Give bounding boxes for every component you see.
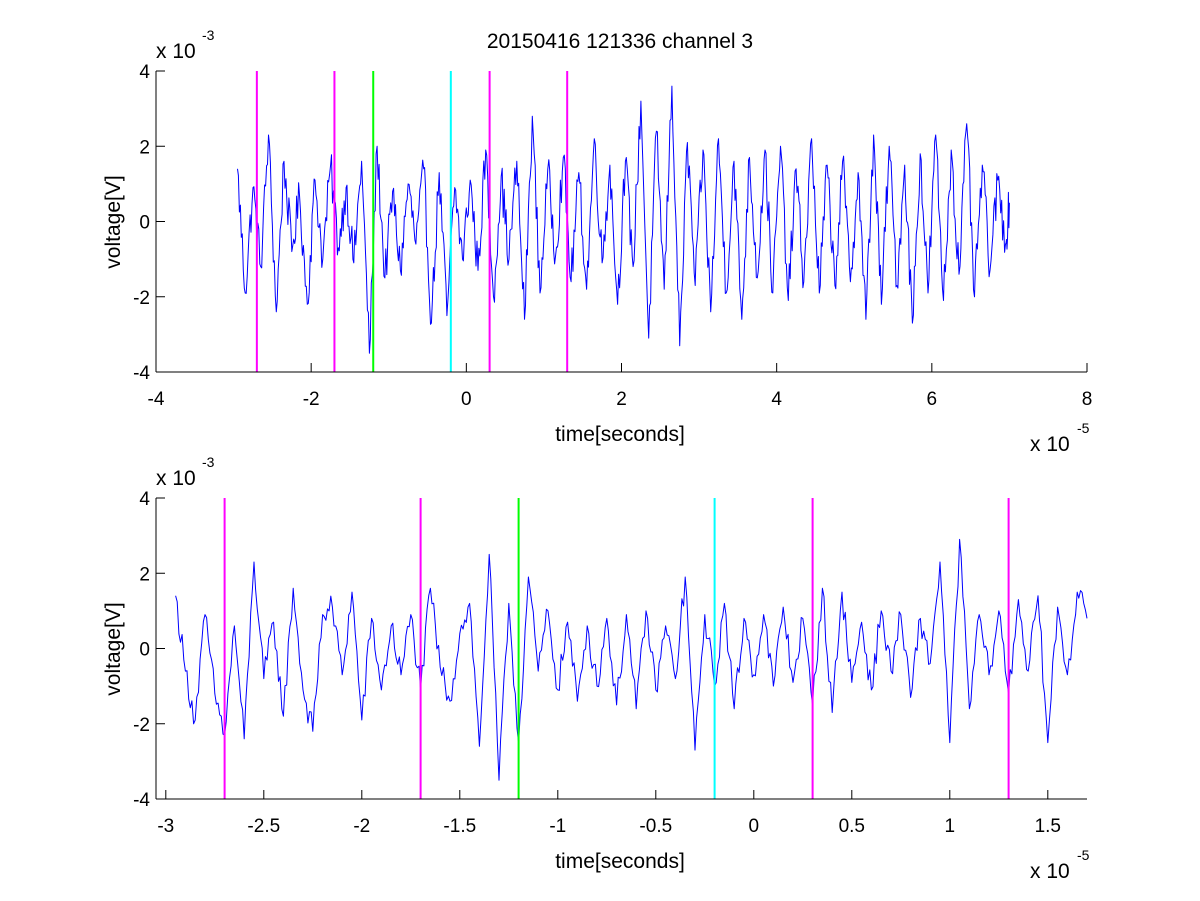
- top-signal-trace: [237, 85, 1010, 354]
- bottom-x-tick-label: -2: [353, 816, 370, 837]
- top-x-axis-label: time[seconds]: [555, 423, 685, 446]
- top-x-tick-label: 4: [771, 389, 782, 410]
- top-x-tick-label: -2: [303, 389, 320, 410]
- top-x-tick-label: 2: [616, 389, 627, 410]
- top-x-tick-label: 0: [461, 389, 472, 410]
- bottom-y-tick-label: 2: [139, 564, 150, 585]
- top-y-tick-label: -4: [133, 363, 150, 384]
- bottom-y-scale-exponent: -3: [202, 454, 215, 470]
- bottom-y-tick-label: -4: [133, 790, 150, 811]
- top-y-scale-label: x 10 -3: [156, 27, 215, 63]
- top-x-tick-label: 8: [1082, 389, 1093, 410]
- top-y-tick-label: 2: [139, 137, 150, 158]
- top-y-scale-base: x 10: [156, 40, 196, 63]
- bottom-x-tick-label: 1: [945, 816, 956, 837]
- top-y-axis-label: voltage[V]: [102, 175, 125, 268]
- bottom-x-tick-label: -1.5: [443, 816, 476, 837]
- top-x-scale-label: x 10 -5: [1030, 420, 1090, 456]
- bottom-y-tick-label: -2: [133, 715, 150, 736]
- top-y-tick-label: 4: [139, 62, 150, 83]
- top-x-tick-label: -4: [148, 389, 165, 410]
- bottom-y-axis-label: voltage[V]: [102, 602, 125, 695]
- bottom-y-scale-base: x 10: [156, 467, 196, 490]
- top-x-tick-label: 6: [927, 389, 938, 410]
- bottom-x-scale-base: x 10: [1030, 860, 1070, 883]
- bottom-x-scale-exponent: -5: [1077, 847, 1090, 863]
- bottom-x-scale-label: x 10 -5: [1030, 847, 1090, 883]
- bottom-x-axis-label: time[seconds]: [555, 850, 685, 873]
- bottom-x-tick-label: 0.5: [839, 816, 865, 837]
- bottom-y-tick-label: 0: [139, 640, 150, 661]
- bottom-x-tick-label: -3: [157, 816, 174, 837]
- top-y-scale-exponent: -3: [202, 27, 215, 43]
- figure-title: 20150416 121336 channel 3: [487, 30, 753, 53]
- top-x-scale-exponent: -5: [1077, 420, 1090, 436]
- bottom-y-tick-label: 4: [139, 489, 150, 510]
- bottom-x-tick-label: 1.5: [1035, 816, 1061, 837]
- bottom-signal-trace: [175, 538, 1088, 781]
- bottom-plot: x 10 -3 x 10 -5 time[seconds] voltage[V]…: [102, 454, 1090, 883]
- top-x-scale-base: x 10: [1030, 433, 1070, 456]
- top-y-tick-label: 0: [139, 213, 150, 234]
- bottom-x-tick-label: -1: [549, 816, 566, 837]
- bottom-y-scale-label: x 10 -3: [156, 454, 215, 490]
- top-y-tick-label: -2: [133, 288, 150, 309]
- bottom-x-tick-label: -0.5: [639, 816, 672, 837]
- bottom-x-tick-label: -2.5: [247, 816, 280, 837]
- top-plot: x 10 -3 x 10 -5 time[seconds] voltage[V]…: [102, 27, 1092, 456]
- bottom-x-tick-label: 0: [749, 816, 760, 837]
